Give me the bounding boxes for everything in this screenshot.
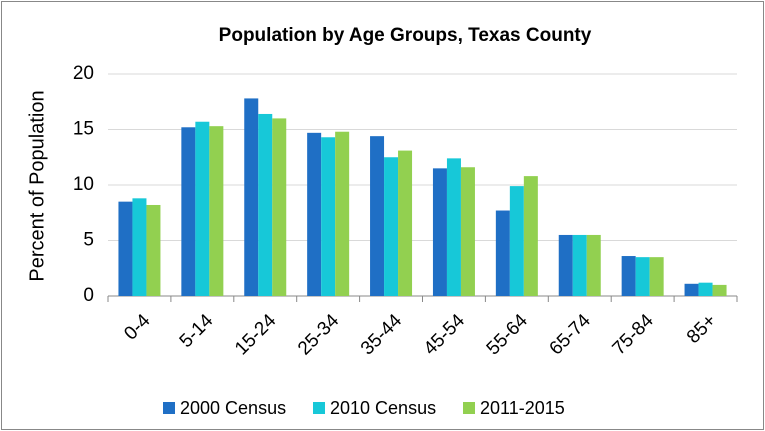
bar	[572, 234, 587, 296]
bar	[621, 256, 636, 296]
bar	[495, 210, 510, 296]
bar	[118, 201, 133, 296]
legend-swatch	[163, 402, 175, 414]
chart-title: Population by Age Groups, Texas County	[219, 25, 592, 46]
bar	[398, 150, 413, 296]
bar	[181, 127, 196, 296]
y-tick-label: 5	[83, 230, 94, 251]
y-tick-label: 20	[73, 63, 94, 84]
bar	[244, 98, 259, 296]
legend-label: 2011-2015	[480, 398, 565, 418]
bar	[335, 131, 350, 296]
bar	[272, 118, 287, 297]
y-tick-label: 15	[73, 119, 94, 140]
y-tick-label: 10	[73, 174, 94, 195]
legend-label: 2000 Census	[180, 398, 286, 418]
bar	[523, 176, 538, 296]
y-axis-label: Percent of Population	[26, 90, 48, 281]
bar	[209, 126, 224, 296]
bar	[509, 186, 524, 296]
bar	[132, 198, 147, 296]
legend-swatch	[313, 402, 325, 414]
bar	[698, 282, 713, 296]
bar	[321, 137, 336, 296]
bar	[195, 121, 210, 296]
bar	[370, 136, 385, 296]
bar	[684, 283, 699, 296]
bar	[432, 168, 447, 296]
y-tick-label: 0	[83, 285, 94, 306]
bar	[712, 284, 727, 296]
legend-swatch	[463, 402, 475, 414]
legend-label: 2010 Census	[330, 398, 436, 418]
bar	[384, 157, 399, 296]
bar	[258, 113, 273, 297]
bar	[649, 257, 664, 296]
bar	[446, 158, 461, 296]
bar	[460, 167, 475, 296]
bar	[635, 257, 650, 296]
bar	[586, 234, 601, 296]
bar	[146, 204, 161, 296]
bar	[307, 132, 322, 296]
bar	[558, 234, 573, 296]
